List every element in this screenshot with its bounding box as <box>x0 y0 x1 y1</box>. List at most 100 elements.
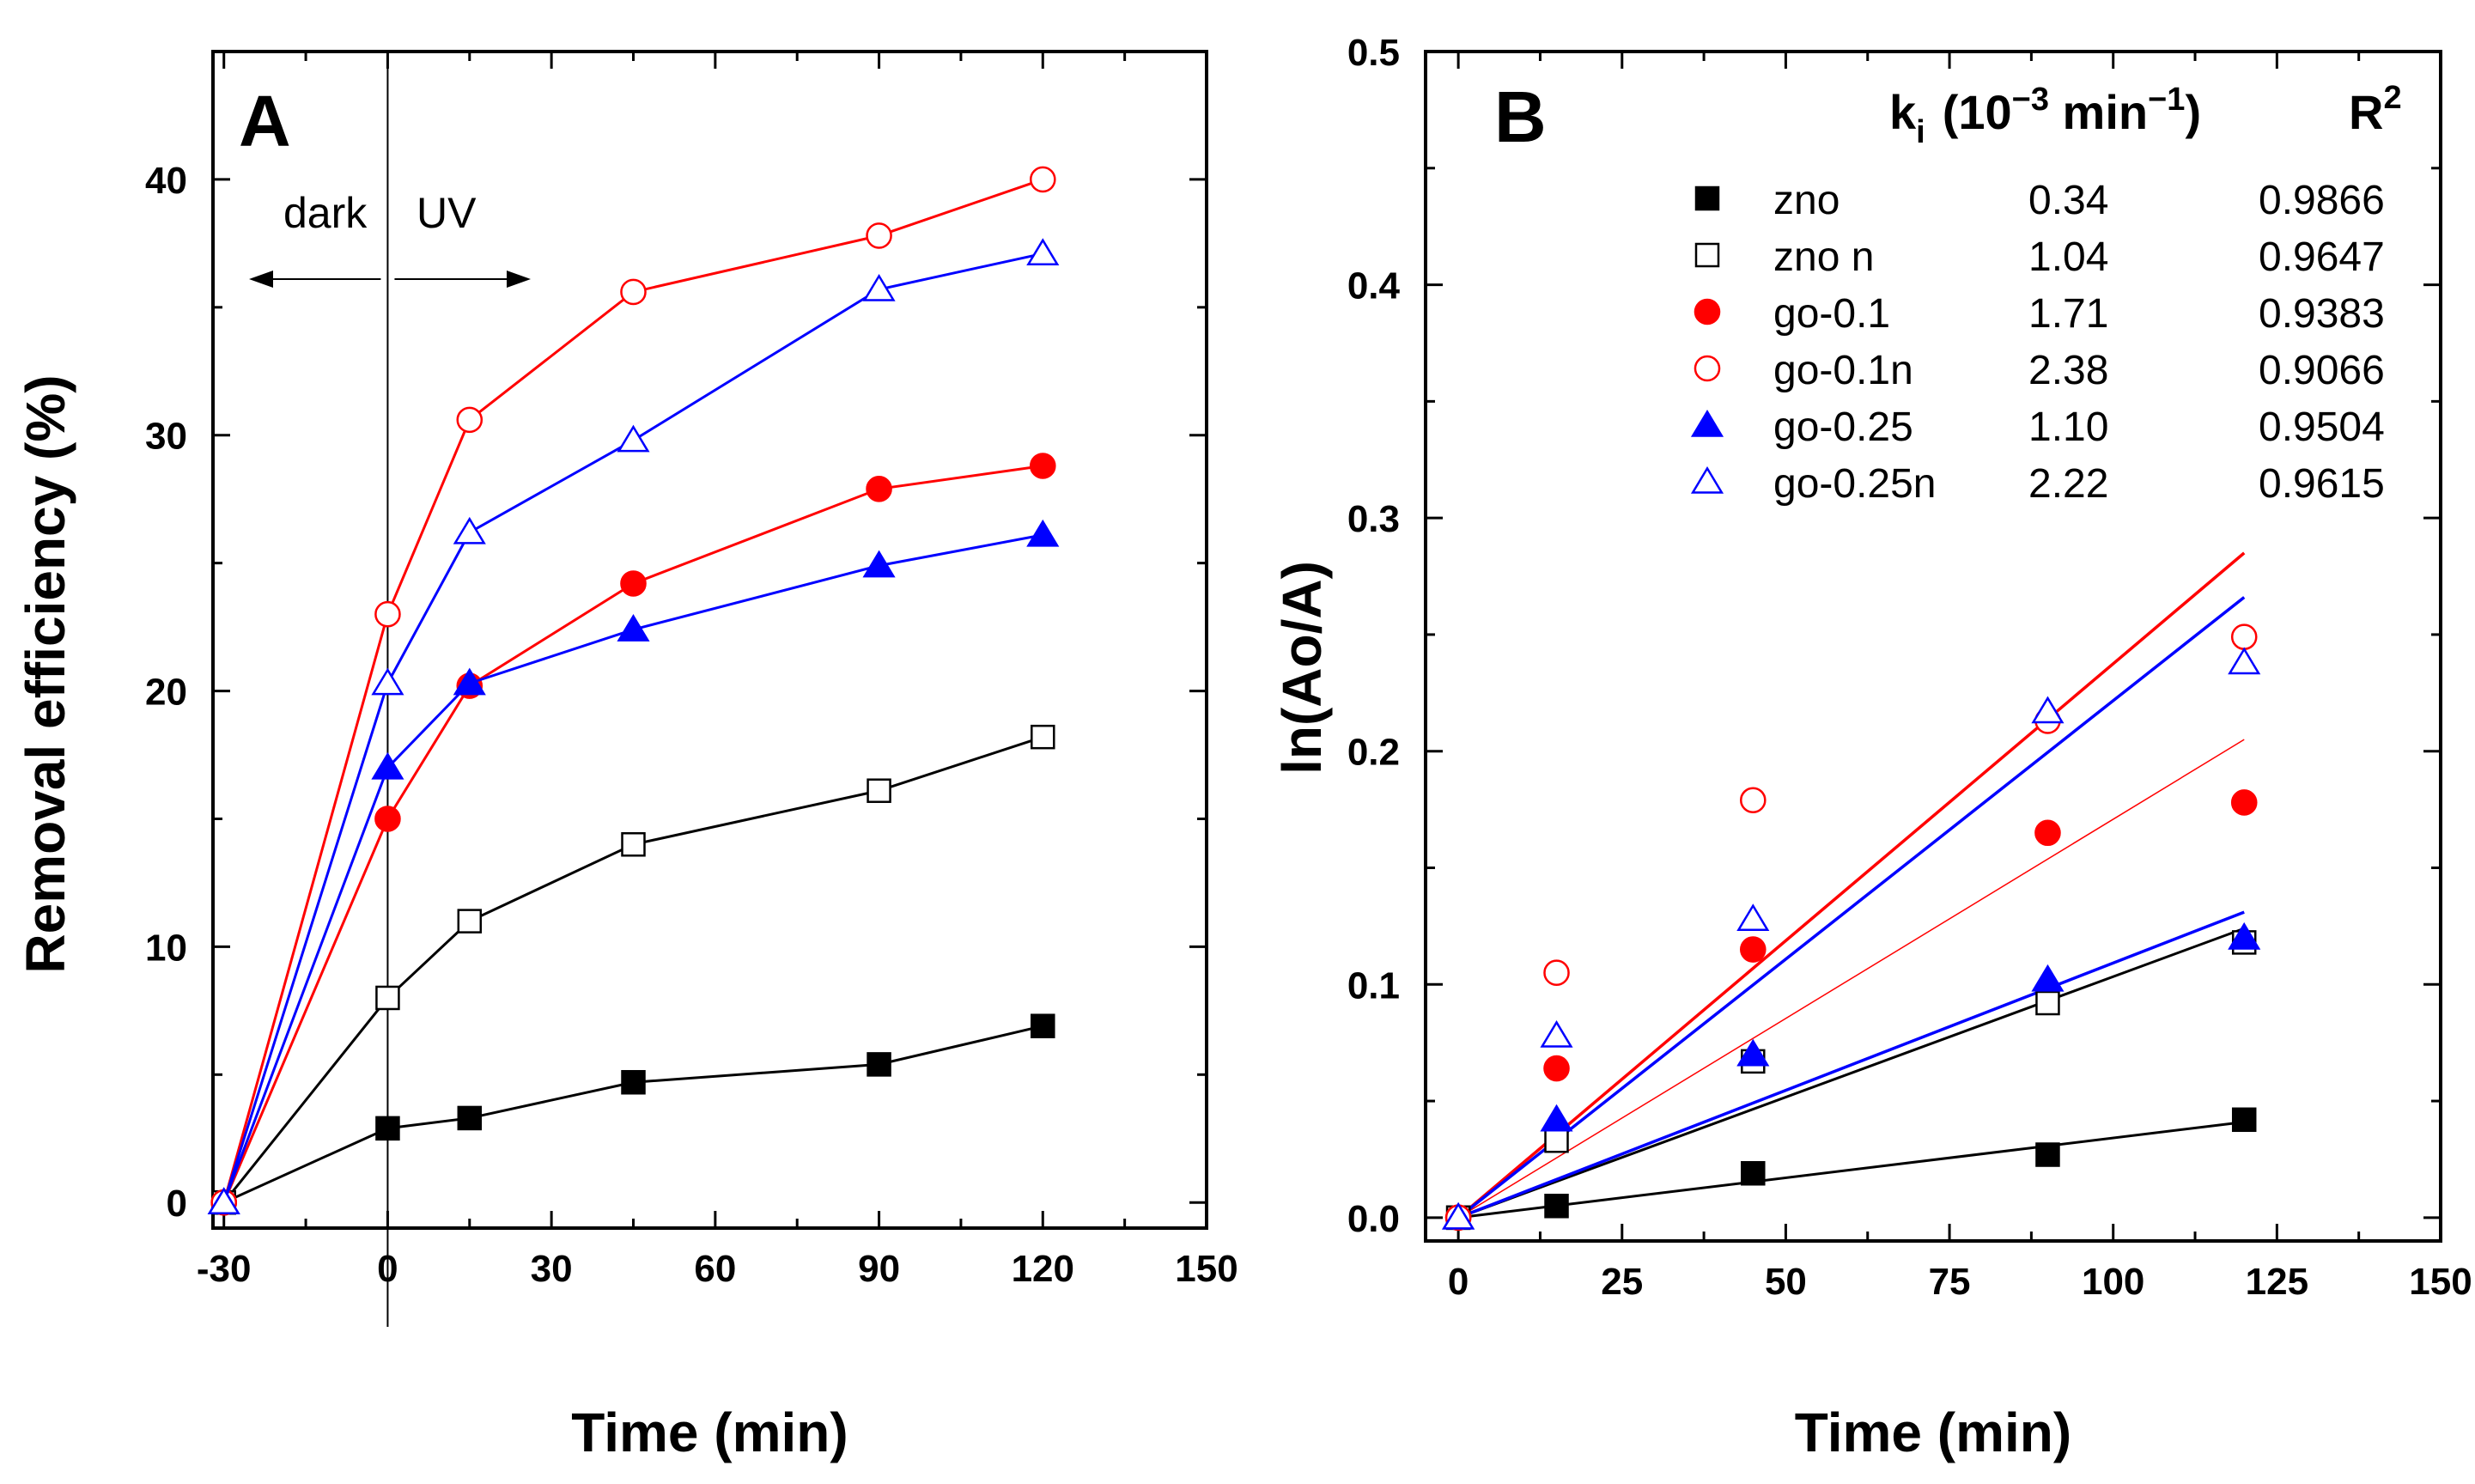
legend-r2-value: 0.9866 <box>2259 178 2385 223</box>
data-point-a <box>1026 238 1060 266</box>
series-line-a <box>223 1025 1043 1204</box>
data-point-b <box>2230 623 2258 650</box>
x-axis-label-b: Time (min) <box>1795 1402 2071 1463</box>
data-point-b <box>1740 936 1767 963</box>
x-tick-label-a: 30 <box>531 1248 573 1290</box>
data-point-a <box>371 667 404 696</box>
x-tick-label-a: 120 <box>1012 1248 1074 1290</box>
x-axis-label-a: Time (min) <box>571 1402 848 1463</box>
data-point-a <box>456 406 483 434</box>
data-point-b <box>1543 959 1570 986</box>
data-point-b <box>1543 1055 1570 1082</box>
data-point-a <box>866 475 892 502</box>
data-point-a <box>1029 453 1056 479</box>
legend-label: go-0.1n <box>1773 348 1913 393</box>
data-point-a <box>866 222 892 249</box>
legend-r2-value: 0.9383 <box>2259 291 2385 337</box>
legend-r2-value: 0.9066 <box>2259 348 2385 393</box>
legend-marker <box>1694 355 1721 382</box>
data-point-b <box>1442 1201 1475 1230</box>
series-a-go-0-25n <box>207 238 1060 1214</box>
legend-row: go-0.1n 2.38 0.9066 <box>1694 348 2385 393</box>
legend-r2-value: 0.9504 <box>2259 404 2385 450</box>
fit-line-go-0-25 <box>1457 910 2245 1219</box>
legend-label: zno <box>1773 178 1840 223</box>
data-point-a <box>620 278 647 306</box>
data-point-b <box>1736 1038 1770 1067</box>
series-a-zno <box>211 1013 1055 1215</box>
legend-label: go-0.1 <box>1773 291 1890 337</box>
series-line-a <box>222 533 1043 1203</box>
y-tick-label-a: 0 <box>167 1183 187 1225</box>
panel-label-a: A <box>239 81 291 161</box>
data-point-a <box>207 1187 240 1214</box>
data-point-a <box>867 1052 891 1077</box>
series-b-go-0-1 <box>1444 789 2258 1232</box>
dark-arrow-head <box>249 271 273 288</box>
legend-marker <box>1694 242 1720 268</box>
legend-k-value: 1.10 <box>2028 404 2108 450</box>
plot-frame-a <box>211 50 1208 1230</box>
data-point-a <box>621 832 646 857</box>
plot-frame-b <box>1424 50 2442 1243</box>
data-point-a <box>1031 724 1055 750</box>
series-a-go-0-1n <box>210 166 1056 1216</box>
x-tick-label-b: 50 <box>1765 1261 1807 1303</box>
y-tick-label-a: 10 <box>145 927 187 969</box>
data-point-b <box>1736 903 1770 931</box>
data-point-a <box>371 751 404 780</box>
x-tick-label-a: 90 <box>858 1248 900 1290</box>
legend-k-value: 2.38 <box>2028 348 2108 393</box>
data-point-a <box>1029 166 1056 193</box>
y-tick-label-a: 20 <box>145 672 187 714</box>
legend-row: zno 0.34 0.9866 <box>1694 178 2385 223</box>
fit-line-go-0-25n <box>1457 596 2246 1219</box>
legend-marker <box>1694 186 1720 211</box>
data-point-a <box>457 1105 483 1131</box>
data-point-a <box>617 614 650 642</box>
series-line-a <box>222 735 1043 1204</box>
fit-line-zno-n <box>1457 927 2245 1219</box>
y-axis-label-b: ln(Ao/A) <box>1271 561 1333 775</box>
data-point-a <box>617 424 650 453</box>
data-point-b <box>2231 1107 2257 1133</box>
uv-label: UV <box>417 189 477 237</box>
legend-row: go-0.1 1.71 0.9383 <box>1694 291 2385 337</box>
fit-line-go-0-1 <box>1457 739 2245 1219</box>
data-point-a <box>621 1069 646 1095</box>
y-tick-label-b: 0.3 <box>1347 498 1400 540</box>
legend-label: go-0.25 <box>1773 404 1913 450</box>
legend-k-value: 0.34 <box>2028 178 2108 223</box>
x-tick-label-b: 125 <box>2246 1261 2308 1303</box>
legend-marker <box>1690 409 1724 437</box>
data-point-a <box>862 550 896 578</box>
data-point-a <box>375 985 400 1011</box>
x-tick-label-b: 0 <box>1448 1261 1469 1303</box>
data-point-b <box>1544 1128 1569 1153</box>
data-point-b <box>2230 789 2258 816</box>
data-point-b <box>2035 1142 2060 1167</box>
legend-row: go-0.25n 2.22 0.9615 <box>1690 461 2385 507</box>
data-point-a <box>620 570 647 597</box>
y-tick-label-b: 0.4 <box>1347 265 1401 307</box>
data-point-b <box>2034 819 2061 847</box>
series-line-a <box>222 178 1043 1203</box>
x-tick-label-a: 150 <box>1175 1248 1238 1290</box>
series-b-go-0-25 <box>1442 921 2261 1230</box>
data-point-a <box>453 667 486 696</box>
series-line-a <box>222 464 1043 1203</box>
series-a-zno-n <box>211 724 1055 1215</box>
legend-k-value: 1.71 <box>2028 291 2108 337</box>
data-point-b <box>2228 647 2261 675</box>
y-tick-label-b: 0.0 <box>1347 1198 1400 1240</box>
data-point-a <box>1031 1013 1055 1038</box>
y-tick-label-a: 30 <box>145 416 187 458</box>
data-point-a <box>867 778 891 803</box>
series-b-go-0-25n <box>1442 647 2261 1230</box>
data-point-b <box>1544 1194 1569 1219</box>
data-point-b <box>1741 1160 1766 1186</box>
x-tick-label-a: 60 <box>694 1248 736 1290</box>
y-tick-label-b: 0.1 <box>1347 964 1400 1007</box>
data-point-b <box>2031 696 2065 724</box>
